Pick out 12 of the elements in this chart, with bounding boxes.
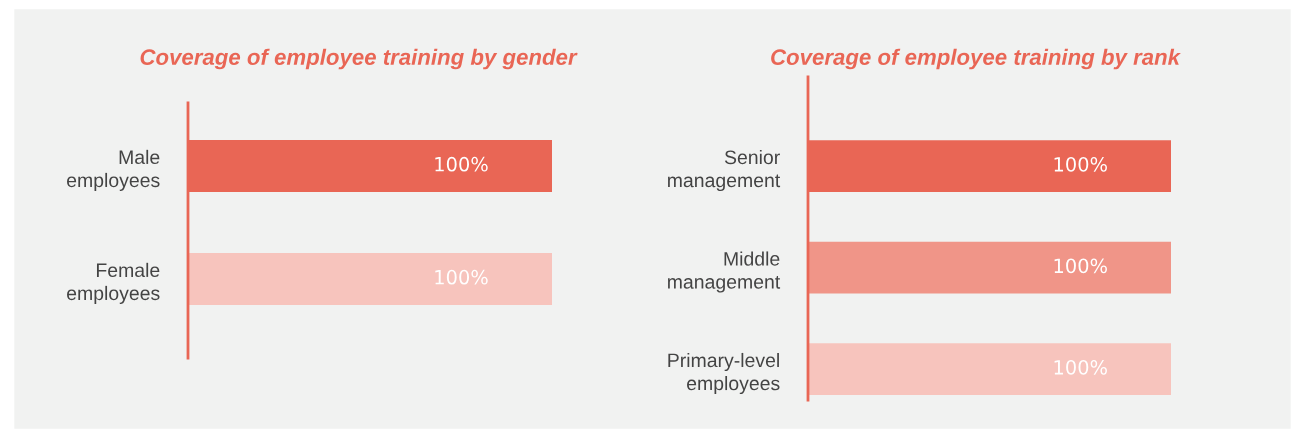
chart-title: Coverage of employee training by rank [771,48,1181,70]
chart-title: Coverage of employee training by gender [140,48,578,70]
data-label: 100% [1054,156,1107,172]
data-label: 100% [1054,359,1107,375]
y-tick-label: Middle management [668,251,781,293]
data-label: 100% [435,269,488,285]
y-tick-label: Female employees [67,262,160,304]
data-label: 100% [435,156,488,172]
data-label: 100% [1054,258,1107,274]
y-tick-label: Male employees [67,149,160,192]
y-tick-label: Senior management [668,149,781,192]
y-tick-label: Primary-level employees [668,352,780,395]
